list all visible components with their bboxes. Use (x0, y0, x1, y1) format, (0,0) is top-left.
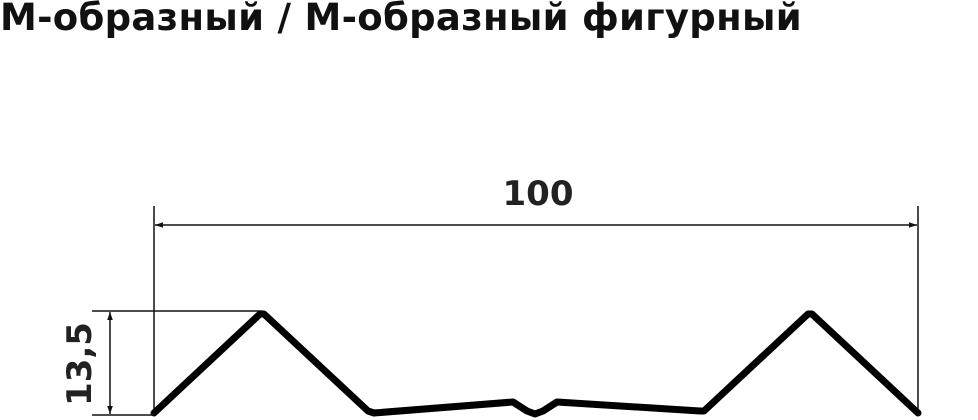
height-label: 13,5 (60, 322, 100, 406)
page-title: М-образный / М-образный фигурный (0, 0, 802, 39)
profile-outline (150, 310, 922, 418)
width-label: 100 (503, 174, 574, 214)
